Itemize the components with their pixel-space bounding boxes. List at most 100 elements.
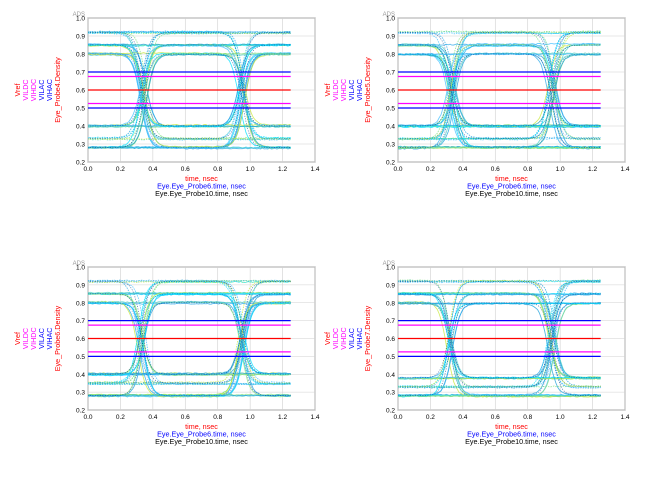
y-axis-label: VIHDC xyxy=(339,79,348,101)
eye-trace xyxy=(398,125,601,128)
x-tick-label: 0.8 xyxy=(523,166,532,173)
eye-trace xyxy=(398,53,601,148)
x-tick-label: 0.8 xyxy=(213,166,222,173)
y-tick-label: 0.6 xyxy=(386,336,395,343)
y-axis-label: Vref xyxy=(13,332,22,345)
eye-trace xyxy=(398,32,601,127)
x-axis-label: Eye.Eye_Probe6.time, nsec xyxy=(157,182,246,191)
x-tick-label: 0.0 xyxy=(83,414,92,421)
ads-badge: ADS xyxy=(73,261,85,267)
y-axis-label: Eye_Probe6.Density xyxy=(53,305,62,371)
x-tick-label: 0.2 xyxy=(426,414,435,421)
eye-trace xyxy=(88,292,291,377)
eye-trace xyxy=(88,53,291,148)
y-tick-label: 0.3 xyxy=(386,390,395,397)
x-axis-label: Eye.Eye_Probe10.time, nsec xyxy=(155,189,248,198)
y-tick-label: 0.7 xyxy=(386,318,395,325)
eye-trace xyxy=(398,53,601,148)
eye-trace xyxy=(398,293,601,388)
y-tick-label: 0.7 xyxy=(76,70,85,77)
y-tick-label: 0.2 xyxy=(76,160,85,167)
eye-chart-1: 0.20.30.40.50.60.70.80.91.00.0 0.2 0.4 0.6 0… xyxy=(13,12,320,198)
y-tick-label: 0.8 xyxy=(386,300,395,307)
y-tick-label: 0.4 xyxy=(76,372,85,379)
eye-trace xyxy=(398,302,601,396)
eye-trace xyxy=(398,147,601,150)
eye-traces xyxy=(88,30,291,150)
x-tick-label: 0.0 xyxy=(393,414,402,421)
x-tick-label: 1.0 xyxy=(246,166,255,173)
y-tick-label: 0.7 xyxy=(76,318,85,325)
eye-trace xyxy=(88,302,291,396)
y-tick-label: 0.5 xyxy=(76,106,85,113)
y-tick-label: 0.9 xyxy=(386,282,395,289)
eye-trace xyxy=(88,293,291,376)
y-tick-label: 0.8 xyxy=(386,52,395,59)
eye-trace xyxy=(398,31,601,140)
x-tick-label: 0.0 xyxy=(393,166,402,173)
y-axis-label: Vref xyxy=(13,84,22,97)
x-tick-label: 0.0 xyxy=(83,166,92,173)
eye-trace xyxy=(88,293,291,384)
x-tick-label: 0.2 xyxy=(116,166,125,173)
eye-trace xyxy=(88,32,291,141)
eye-trace xyxy=(398,53,601,148)
x-tick-label: 1.4 xyxy=(310,166,319,173)
x-tick-label: 1.2 xyxy=(278,166,287,173)
x-tick-label: 0.2 xyxy=(116,414,125,421)
x-tick-label: 0.6 xyxy=(491,166,500,173)
x-axis-label: time, nsec xyxy=(495,422,528,431)
y-tick-label: 0.3 xyxy=(386,142,395,149)
y-axis-label: VILDC xyxy=(331,79,340,100)
eye-trace xyxy=(88,281,291,384)
x-axis-label: Eye.Eye_Probe10.time, nsec xyxy=(465,189,558,198)
eye-trace xyxy=(88,53,291,149)
y-axis-label: VILDC xyxy=(21,79,30,100)
x-tick-label: 1.0 xyxy=(246,414,255,421)
y-axis-label: VILDC xyxy=(21,328,30,349)
eye-trace xyxy=(88,53,291,148)
y-axis-label: Vref xyxy=(323,332,332,345)
x-tick-label: 0.6 xyxy=(181,166,190,173)
eye-trace xyxy=(88,43,291,127)
y-tick-label: 0.4 xyxy=(386,124,395,131)
y-tick-label: 0.2 xyxy=(386,408,395,415)
eye-trace xyxy=(88,280,291,385)
x-tick-label: 0.6 xyxy=(491,414,500,421)
x-tick-label: 1.2 xyxy=(278,414,287,421)
eye-trace xyxy=(88,281,291,375)
y-axis-label: VIHAC xyxy=(45,79,54,101)
y-axis-label: VIHAC xyxy=(355,328,364,350)
eye-chart-3: 0.20.30.40.50.60.70.80.91.00.0 0.2 0.4 0.6 0… xyxy=(13,261,320,446)
eye-trace xyxy=(88,293,291,384)
eye-traces xyxy=(88,279,291,398)
y-tick-label: 1.0 xyxy=(386,265,395,272)
eye-trace xyxy=(398,302,601,396)
x-axis-label: Eye.Eye_Probe6.time, nsec xyxy=(157,430,246,439)
y-tick-label: 0.9 xyxy=(76,34,85,41)
y-tick-label: 0.5 xyxy=(386,106,395,113)
y-tick-label: 0.2 xyxy=(386,160,395,167)
x-axis-label: Eye.Eye_Probe6.time, nsec xyxy=(467,430,556,439)
ads-badge: ADS xyxy=(73,12,85,18)
y-axis-label: VIHAC xyxy=(45,328,54,350)
y-axis-label: VILAC xyxy=(37,328,46,349)
eye-trace xyxy=(398,30,601,140)
eye-trace xyxy=(398,32,601,141)
x-axis-label: Eye.Eye_Probe6.time, nsec xyxy=(467,182,556,191)
x-tick-label: 1.4 xyxy=(310,414,319,421)
eye-trace xyxy=(398,292,601,379)
y-tick-label: 0.6 xyxy=(76,336,85,343)
y-axis-label: VILAC xyxy=(347,80,356,101)
eye-trace xyxy=(88,30,291,33)
eye-trace xyxy=(398,293,601,296)
y-tick-label: 0.9 xyxy=(386,34,395,41)
y-tick-label: 0.3 xyxy=(76,142,85,149)
y-axis-label: VILAC xyxy=(37,80,46,101)
y-tick-label: 0.9 xyxy=(76,282,85,289)
y-tick-label: 0.4 xyxy=(386,372,395,379)
ads-badge: ADS xyxy=(383,261,395,267)
y-tick-label: 0.2 xyxy=(76,408,85,415)
x-tick-label: 0.4 xyxy=(458,166,467,173)
x-tick-label: 0.2 xyxy=(426,166,435,173)
